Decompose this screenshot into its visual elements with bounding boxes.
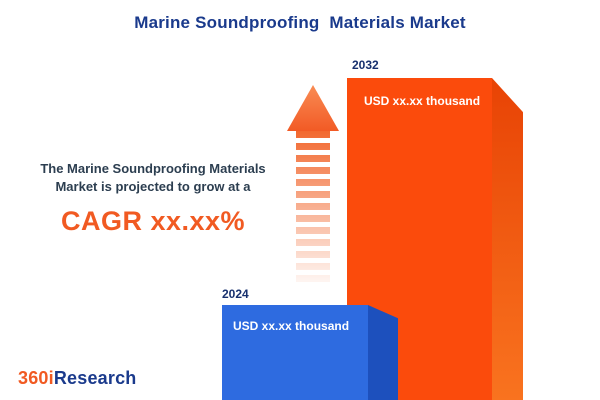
description-block: The Marine Soundproofing Materials Marke…: [8, 160, 298, 237]
logo: 360iResearch: [18, 368, 137, 389]
logo-part-research: Research: [53, 368, 137, 388]
description-line1: The Marine Soundproofing Materials: [40, 161, 266, 176]
bar-2032-value-label: USD xx.xx thousand: [364, 94, 481, 108]
bar-year-label-2032: 2032: [352, 58, 379, 72]
logo-part-360i: 360i: [18, 368, 54, 388]
bar-year-label-2024: 2024: [222, 287, 249, 301]
bar-2032-side-face: [492, 78, 523, 400]
growth-arrow-icon: [287, 85, 339, 286]
bar-2024-value-label: USD xx.xx thousand: [233, 319, 350, 333]
cagr-text: CAGR xx.xx%: [60, 206, 246, 236]
bar-2024: USD xx.xx thousand: [222, 305, 368, 400]
arrow-tail-stripes: [296, 131, 330, 286]
arrow-head-icon: [287, 85, 339, 131]
description-line2: Market is projected to grow at a: [55, 179, 251, 194]
description-text: The Marine Soundproofing Materials Marke…: [8, 160, 298, 196]
page-title: Marine Soundproofing Materials Market: [134, 13, 466, 32]
bar-2024-side-face: [368, 305, 398, 400]
